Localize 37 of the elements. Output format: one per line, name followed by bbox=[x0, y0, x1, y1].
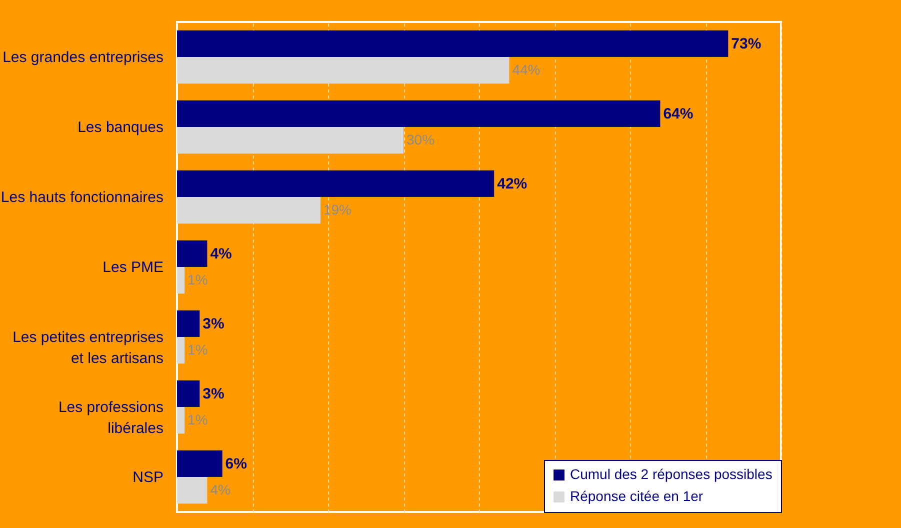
bar bbox=[177, 450, 222, 477]
data-label: 4% bbox=[210, 481, 230, 498]
data-label: 19% bbox=[323, 201, 352, 218]
data-label: 1% bbox=[188, 341, 208, 358]
bar bbox=[177, 197, 320, 224]
y-tick-label: Les grandes entreprises bbox=[2, 49, 164, 66]
bar bbox=[177, 407, 185, 434]
bar bbox=[177, 100, 660, 127]
y-tick-label: Les professions libérales bbox=[58, 399, 164, 437]
bar bbox=[177, 380, 200, 407]
data-label: 3% bbox=[202, 386, 224, 403]
bar bbox=[177, 477, 208, 504]
y-tick-label: NSP bbox=[132, 469, 164, 486]
y-tick-label: Les hauts fonctionnaires bbox=[0, 189, 164, 206]
y-tick-label: Les petites entreprises et les artisans bbox=[12, 329, 164, 367]
y-tick-label: Les banques bbox=[78, 119, 164, 136]
data-label: 1% bbox=[188, 271, 208, 288]
bar bbox=[177, 170, 494, 197]
bar bbox=[177, 127, 404, 154]
data-label: 30% bbox=[406, 131, 435, 148]
data-label: 64% bbox=[663, 106, 694, 123]
bar bbox=[177, 310, 200, 337]
data-label: 6% bbox=[225, 456, 247, 473]
bar bbox=[177, 337, 185, 364]
legend-label: Cumul des 2 réponses possibles bbox=[570, 466, 772, 482]
legend-label: Réponse citée en 1er bbox=[570, 488, 704, 504]
data-label: 1% bbox=[188, 411, 208, 428]
y-tick-label: Les PME bbox=[102, 259, 164, 276]
data-label: 4% bbox=[210, 246, 232, 263]
data-label: 42% bbox=[497, 176, 528, 193]
bar bbox=[177, 57, 510, 84]
data-label: 3% bbox=[202, 316, 224, 333]
bar bbox=[177, 240, 208, 267]
bar bbox=[177, 30, 728, 57]
bar bbox=[177, 267, 185, 294]
data-label: 44% bbox=[512, 61, 540, 78]
data-label: 73% bbox=[731, 36, 762, 53]
